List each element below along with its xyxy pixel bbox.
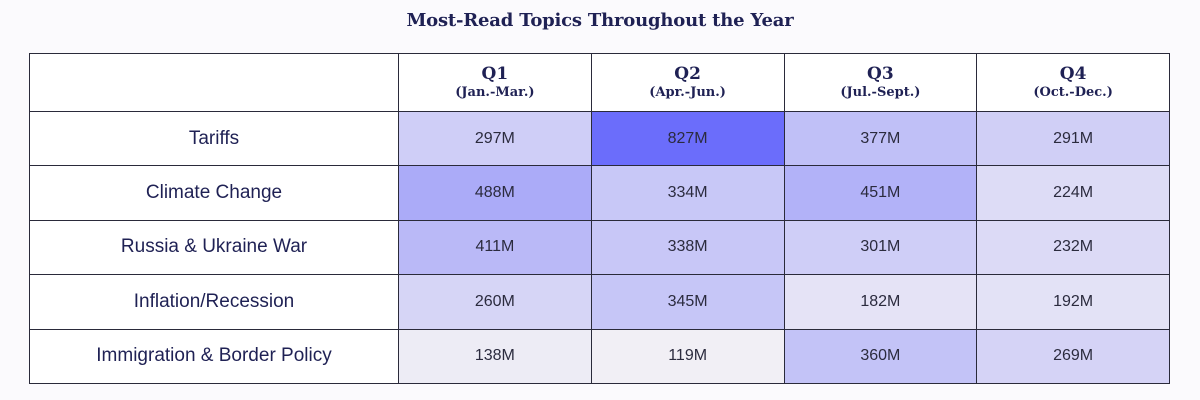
corner-cell (29, 53, 399, 112)
header-row: Q1 (Jan.-Mar.) Q2 (Apr.-Jun.) Q3 (Jul.-S… (29, 53, 1170, 112)
column-header-q4: Q4 (Oct.-Dec.) (976, 53, 1170, 112)
table-row: Inflation/Recession 260M 345M 182M 192M (29, 274, 1170, 330)
heat-cell: 377M (783, 110, 978, 167)
heat-cell: 360M (783, 328, 978, 385)
heat-cell: 451M (783, 165, 978, 221)
table-row: Russia & Ukraine War 411M 338M 301M 232M (29, 219, 1170, 276)
column-header-q1: Q1 (Jan.-Mar.) (398, 53, 592, 112)
column-label: Q1 (481, 63, 509, 84)
column-range: (Oct.-Dec.) (1033, 84, 1113, 100)
table-row: Climate Change 488M 334M 451M 224M (29, 165, 1170, 221)
heat-cell: 338M (590, 219, 785, 276)
heat-cell: 297M (398, 110, 592, 167)
heat-cell: 224M (976, 165, 1170, 221)
heat-cell: 138M (398, 328, 592, 385)
column-range: (Jul.-Sept.) (840, 84, 921, 100)
column-range: (Jan.-Mar.) (455, 84, 535, 100)
chart-title: Most-Read Topics Throughout the Year (406, 10, 794, 31)
row-label: Immigration & Border Policy (29, 328, 399, 385)
heat-cell: 301M (783, 219, 978, 276)
column-label: Q2 (674, 63, 701, 84)
heat-cell: 260M (398, 274, 592, 330)
heat-cell: 411M (398, 219, 592, 276)
heat-cell: 345M (590, 274, 785, 330)
column-header-q2: Q2 (Apr.-Jun.) (590, 53, 785, 112)
heatmap-body: Tariffs 297M 827M 377M 291M Climate Change 488… (29, 110, 1170, 385)
heat-cell: 334M (590, 165, 785, 221)
heat-cell: 827M (590, 110, 785, 167)
heat-cell: 192M (976, 274, 1170, 330)
heat-cell: 232M (976, 219, 1170, 276)
table-row: Immigration & Border Policy 138M 119M 360M 2… (29, 328, 1170, 385)
row-label: Tariffs (29, 110, 399, 167)
heat-cell: 488M (398, 165, 592, 221)
column-range: (Apr.-Jun.) (649, 84, 726, 100)
heat-cell: 182M (783, 274, 978, 330)
table-row: Tariffs 297M 827M 377M 291M (29, 110, 1170, 167)
heat-cell: 291M (976, 110, 1170, 167)
heatmap-table: Q1 (Jan.-Mar.) Q2 (Apr.-Jun.) Q3 (Jul.-S… (29, 53, 1170, 385)
row-label: Climate Change (29, 165, 399, 221)
column-label: Q3 (867, 63, 894, 84)
row-label: Russia & Ukraine War (29, 219, 399, 276)
heat-cell: 119M (590, 328, 785, 385)
row-label: Inflation/Recession (29, 274, 399, 330)
column-header-q3: Q3 (Jul.-Sept.) (783, 53, 978, 112)
column-label: Q4 (1059, 63, 1087, 84)
heat-cell: 269M (976, 328, 1170, 385)
